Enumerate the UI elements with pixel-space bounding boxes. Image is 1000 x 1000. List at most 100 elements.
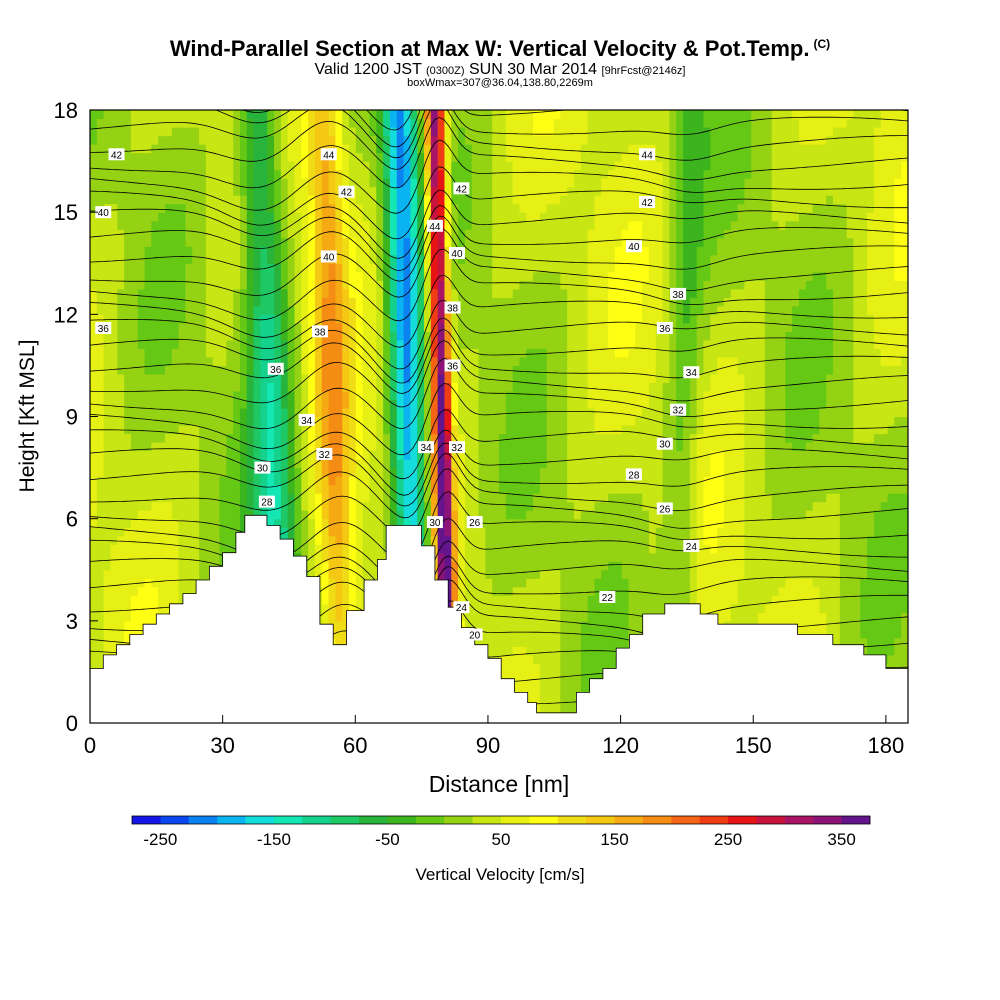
field-cell: [526, 510, 534, 520]
field-cell: [546, 697, 555, 707]
field-cell: [171, 586, 180, 596]
field-cell: [587, 390, 596, 401]
field-cell: [403, 518, 411, 528]
field-cell: [860, 399, 868, 409]
field-cell: [335, 459, 343, 469]
field-cell: [417, 493, 425, 503]
field-cell: [751, 527, 759, 537]
field-cell: [812, 390, 820, 401]
field-cell: [887, 493, 895, 503]
field-cell: [573, 476, 582, 486]
field-cell: [764, 603, 773, 613]
field-cell: [812, 595, 820, 605]
field-cell: [233, 390, 241, 401]
field-cell: [178, 586, 187, 596]
field-cell: [192, 476, 200, 486]
field-cell: [901, 603, 908, 613]
field-cell: [464, 416, 473, 426]
field-cell: [519, 510, 527, 520]
field-cell: [846, 578, 855, 588]
field-cell: [124, 569, 132, 579]
field-cell: [689, 390, 698, 401]
field-cell: [335, 569, 343, 579]
field-cell: [642, 586, 650, 596]
field-cell: [730, 382, 739, 392]
field-cell: [117, 586, 125, 596]
field-cell: [137, 484, 146, 494]
field-cell: [737, 527, 745, 537]
field-cell: [308, 382, 316, 392]
field-cell: [314, 552, 323, 562]
field-cell: [696, 459, 705, 469]
field-cell: [124, 373, 132, 384]
field-cell: [689, 484, 698, 494]
field-cell: [158, 578, 166, 588]
field-cell: [730, 416, 739, 426]
field-cell: [151, 399, 159, 409]
field-cell: [96, 382, 105, 392]
field-cell: [853, 637, 861, 647]
field-cell: [376, 459, 384, 469]
field-cell: [567, 493, 575, 503]
field-cell: [464, 612, 473, 622]
field-cell: [723, 527, 732, 537]
field-cell: [758, 578, 766, 588]
field-cell: [833, 578, 841, 588]
field-cell: [853, 535, 861, 545]
field-cell: [410, 399, 418, 409]
field-cell: [464, 544, 473, 554]
field-cell: [560, 484, 568, 494]
field-cell: [621, 476, 630, 486]
field-cell: [608, 442, 616, 452]
field-cell: [90, 552, 98, 562]
field-cell: [130, 476, 139, 486]
field-cell: [130, 399, 139, 409]
field-cell: [648, 433, 657, 443]
field-cell: [894, 637, 902, 647]
field-cell: [546, 578, 555, 588]
field-cell: [219, 535, 227, 545]
field-cell: [464, 561, 473, 571]
field-cell: [628, 603, 636, 613]
field-cell: [444, 416, 452, 426]
field-cell: [614, 433, 623, 443]
field-cell: [253, 373, 262, 384]
field-cell: [751, 450, 759, 460]
field-cell: [458, 595, 466, 605]
field-cell: [471, 382, 480, 392]
field-cell: [492, 416, 500, 426]
field-cell: [608, 501, 616, 511]
field-cell: [601, 637, 609, 647]
field-cell: [321, 501, 330, 511]
field-cell: [246, 484, 255, 494]
field-cell: [819, 484, 827, 494]
field-cell: [655, 493, 664, 503]
field-cell: [90, 637, 98, 647]
field-cell: [417, 382, 425, 392]
field-cell: [567, 603, 575, 613]
field-cell: [648, 586, 657, 596]
field-cell: [608, 654, 616, 665]
field-cell: [833, 390, 841, 401]
field-cell: [526, 476, 534, 486]
field-cell: [117, 510, 125, 520]
field-cell: [117, 433, 125, 443]
field-cell: [499, 501, 507, 511]
field-cell: [621, 612, 630, 622]
field-cell: [730, 484, 739, 494]
field-cell: [328, 603, 336, 613]
field-cell: [621, 552, 630, 562]
field-cell: [676, 535, 684, 545]
field-cell: [539, 620, 548, 630]
field-cell: [492, 407, 500, 418]
field-cell: [458, 459, 466, 469]
field-cell: [124, 637, 132, 647]
field-cell: [274, 450, 282, 460]
field-cell: [464, 493, 473, 503]
field-cell: [833, 433, 841, 443]
field-cell: [846, 373, 855, 384]
field-cell: [819, 425, 827, 435]
field-cell: [526, 484, 534, 494]
field-cell: [239, 518, 248, 528]
field-cell: [833, 484, 841, 494]
